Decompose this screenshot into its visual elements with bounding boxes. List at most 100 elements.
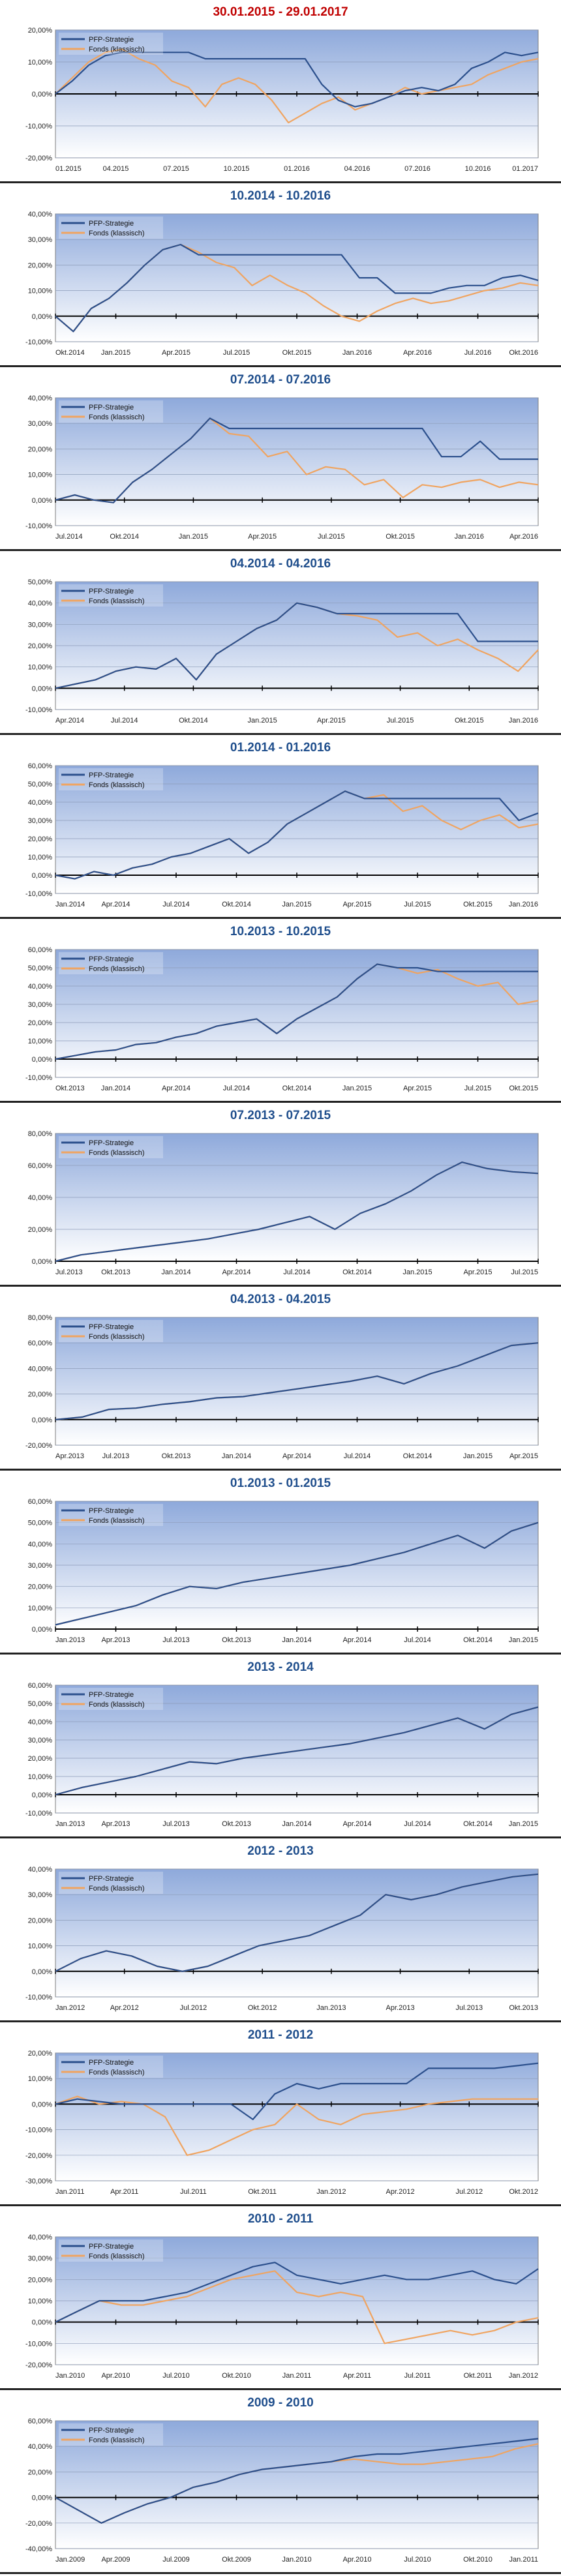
y-tick-label: 0,00% — [32, 1056, 52, 1064]
y-tick-label: 30,00% — [28, 1737, 53, 1745]
x-tick-label: Apr.2014 — [342, 1636, 371, 1644]
y-tick-label: -20,00% — [25, 1442, 52, 1450]
plot-area — [55, 397, 539, 526]
legend — [59, 952, 163, 974]
y-tick-label: 30,00% — [28, 621, 53, 629]
series-line — [55, 1521, 539, 1626]
series-line — [55, 1706, 539, 1796]
x-tick-label: Jul.2016 — [464, 349, 492, 357]
y-tick-label: -10,00% — [25, 123, 52, 130]
line-chart: 60,00% 50,00% 40,00% 30,00% 20,00% 10,00% 0,00… — [25, 946, 539, 1092]
x-tick-label: Jul.2013 — [55, 1268, 83, 1276]
plot-area — [55, 2420, 539, 2549]
x-tick-label: Okt.2014 — [403, 1452, 432, 1460]
x-tick-label: 10.2015 — [224, 165, 250, 173]
y-tick-label: 0,00% — [32, 1626, 52, 1634]
x-tick-label: Jul.2014 — [283, 1268, 311, 1276]
legend — [59, 1688, 163, 1710]
y-tick-label: 50,00% — [28, 781, 53, 788]
chart-panel: 07.2013 - 07.2015 80,00% 60,00% 40,00% 20,00… — [0, 1103, 561, 1287]
legend-label: PFP-Strategie — [89, 2427, 134, 2434]
x-tick-label: Okt.2015 — [282, 349, 312, 357]
y-tick-label: 0,00% — [32, 1416, 52, 1424]
x-tick-label: Okt.2013 — [101, 1268, 130, 1276]
series-line — [55, 602, 538, 689]
y-tick-label: 0,00% — [32, 872, 52, 880]
x-tick-label: Okt.2011 — [248, 2188, 277, 2196]
panel-separator — [0, 917, 561, 919]
x-tick-label: Apr.2013 — [55, 1452, 84, 1460]
legend-label: Fonds (klassisch) — [89, 230, 145, 237]
legend — [59, 584, 163, 607]
x-tick-label: Jan.2015 — [282, 901, 311, 908]
legend-label: Fonds (klassisch) — [89, 413, 145, 421]
line-chart: 40,00%30,00%20,00%10,00%0,00%-10,00%Jan.… — [25, 1866, 539, 2012]
x-tick-label: Okt.2014 — [110, 533, 139, 541]
y-tick-label: 40,00% — [28, 2234, 53, 2241]
x-tick-label: Apr.2014 — [55, 717, 84, 725]
y-tick-label: 50,00% — [28, 578, 53, 586]
chart-panel: 2009 - 2010 60,00% 40,00% 20,00% 0,00% -20,00… — [0, 2391, 561, 2575]
series-line — [55, 52, 539, 108]
chart-title: 10.2014 - 10.2016 — [230, 189, 331, 203]
x-tick-label: Okt.2013 — [222, 1636, 251, 1644]
y-tick-label: 40,00% — [28, 1194, 53, 1202]
legend-label: Fonds (klassisch) — [89, 1885, 145, 1893]
chart-panel: 01.2014 - 01.2016 60,00% 50,00% 40,00% 30,00… — [0, 736, 561, 920]
line-chart: 40,00%30,00%20,00%10,00%0,00%-10,00%Okt.… — [25, 211, 539, 357]
x-tick-label: Jul.2013 — [162, 1820, 190, 1828]
chart-panel: 04.2014 - 04.2016 50,00% 40,00% 30,00% 20,00… — [0, 552, 561, 736]
y-tick-label: 0,00% — [32, 2101, 52, 2108]
x-tick-label: Apr.2013 — [386, 2004, 415, 2012]
x-tick-label: Jan.2016 — [509, 901, 538, 908]
x-tick-label: 04.2015 — [103, 165, 129, 173]
y-tick-label: 60,00% — [28, 1162, 53, 1170]
chart-title: 30.01.2015 - 29.01.2017 — [213, 5, 348, 19]
legend-label: PFP-Strategie — [89, 1875, 134, 1883]
chart-title: 2010 - 2011 — [247, 2212, 314, 2226]
x-tick-label: Jan.2012 — [316, 2188, 346, 2196]
x-tick-label: Jul.2015 — [387, 717, 414, 725]
x-tick-label: Okt.2010 — [463, 2556, 493, 2564]
y-tick-label: 20,00% — [28, 1019, 53, 1027]
y-tick-label: 0,00% — [32, 1968, 52, 1976]
y-tick-label: 20,00% — [28, 2050, 53, 2058]
panel-separator — [0, 733, 561, 735]
series-line — [55, 417, 538, 503]
x-tick-label: Jul.2014 — [111, 717, 138, 725]
x-tick-label: Jan.2011 — [282, 2372, 311, 2380]
y-tick-label: -10,00% — [25, 1074, 52, 1082]
panel-separator — [0, 2388, 561, 2390]
chart-panel: 2012 - 2013 40,00% 30,00% 20,00% 10,00% 0,00%… — [0, 1839, 561, 2023]
line-chart: 60,00% 50,00% 40,00% 30,00% 20,00% 10,00% 0,00… — [28, 1498, 539, 1644]
chart-title: 07.2013 - 07.2015 — [230, 1109, 331, 1122]
y-tick-label: 40,00% — [28, 395, 53, 402]
legend-label: PFP-Strategie — [89, 220, 134, 228]
y-tick-label: 20,00% — [28, 445, 53, 453]
panel-separator — [0, 1469, 561, 1471]
x-tick-label: Okt.2014 — [222, 901, 251, 908]
y-tick-label: 60,00% — [28, 1498, 53, 1506]
x-tick-label: Jul.2014 — [162, 901, 190, 908]
legend-label: Fonds (klassisch) — [89, 2436, 145, 2444]
x-tick-label: Jul.2014 — [404, 1636, 431, 1644]
x-tick-label: Jul.2014 — [404, 1820, 431, 1828]
y-tick-label: -10,00% — [25, 890, 52, 898]
y-tick-label: -10,00% — [25, 338, 52, 346]
y-tick-label: 20,00% — [28, 1583, 53, 1591]
x-tick-label: Jul.2010 — [162, 2372, 190, 2380]
y-tick-label: 50,00% — [28, 1700, 53, 1708]
line-chart: 80,00%60,00%40,00%20,00%0,00%-20,00%Apr.… — [25, 1314, 539, 1460]
panel-separator — [0, 1653, 561, 1655]
x-tick-label: Jul.2009 — [162, 2556, 190, 2564]
x-tick-label: Apr.2014 — [222, 1268, 250, 1276]
panel-separator — [0, 1285, 561, 1287]
y-tick-label: 20,00% — [28, 642, 53, 650]
y-tick-label: 0,00% — [32, 2494, 52, 2502]
panel-separator — [0, 1101, 561, 1103]
y-tick-label: 0,00% — [32, 685, 52, 693]
x-tick-label: Jan.2014 — [101, 1085, 130, 1092]
y-tick-label: 20,00% — [28, 1755, 53, 1763]
x-tick-label: Jan.2009 — [55, 2556, 85, 2564]
x-tick-label: Okt.2013 — [222, 1820, 251, 1828]
